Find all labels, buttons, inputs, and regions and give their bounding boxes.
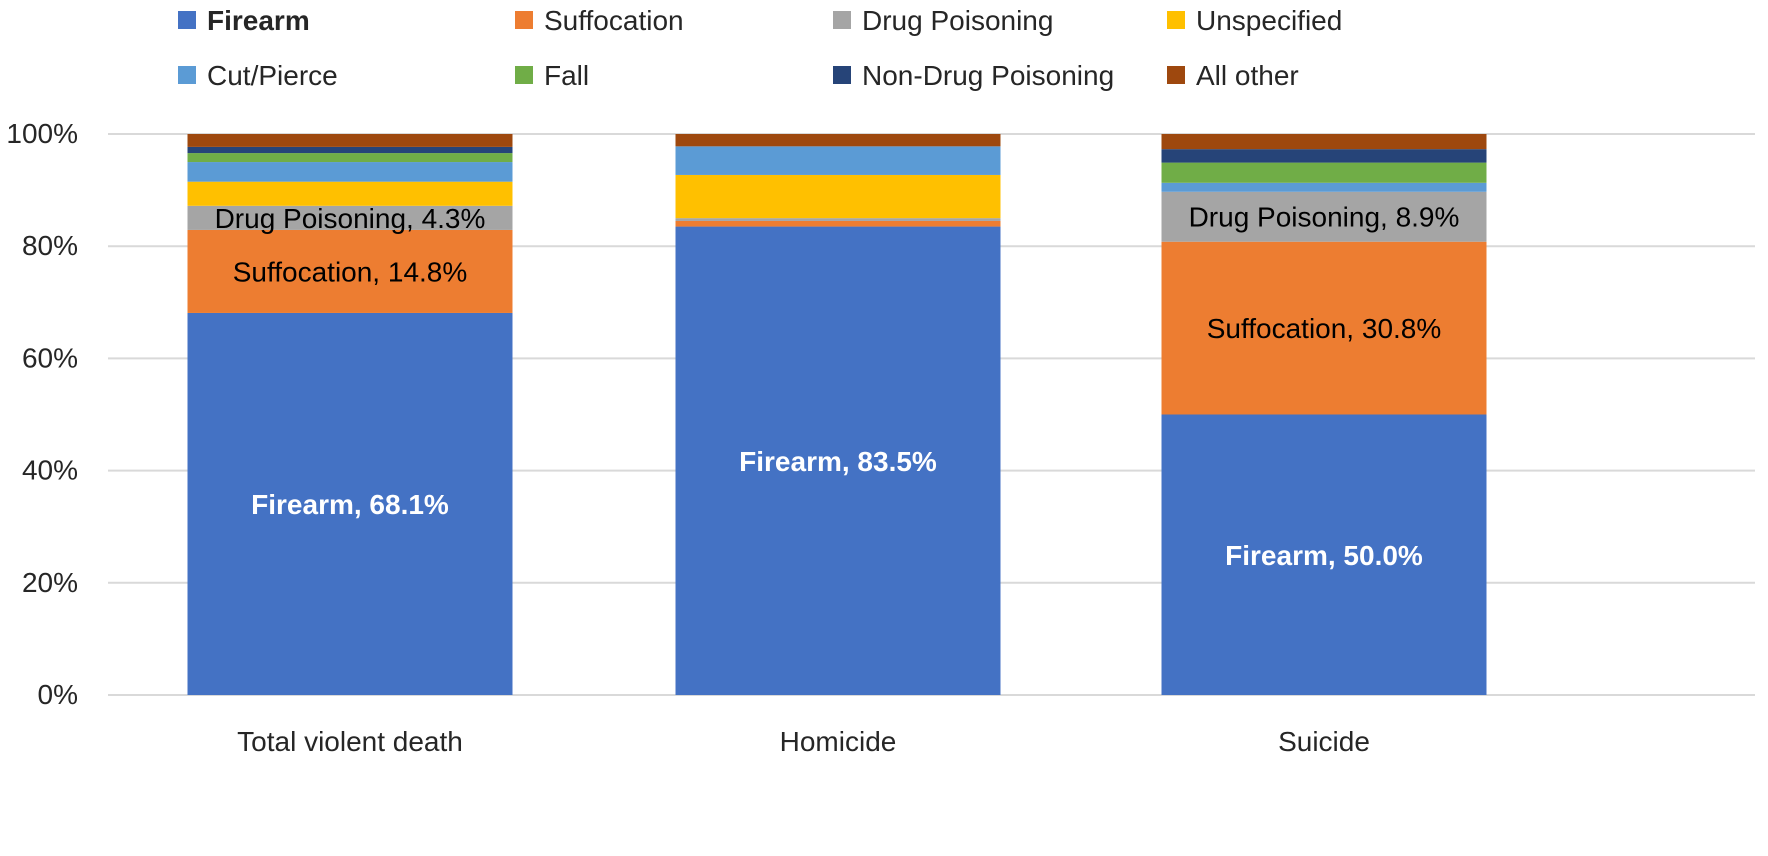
x-tick-label: Total violent death bbox=[237, 726, 463, 757]
bar-segment-homicide-drug-poisoning bbox=[675, 218, 1001, 221]
legend-item-drug-poisoning: Drug Poisoning bbox=[833, 5, 1053, 36]
y-tick-label: 80% bbox=[22, 230, 78, 261]
bar-segment-total-violent-death-all-other bbox=[187, 134, 513, 147]
bar-segment-suicide-non-drug-poisoning bbox=[1161, 149, 1487, 163]
bar-segment-homicide-firearm bbox=[675, 226, 1001, 695]
legend-item-cut-pierce: Cut/Pierce bbox=[178, 60, 338, 91]
legend-swatch bbox=[515, 66, 533, 84]
y-tick-label: 40% bbox=[22, 455, 78, 486]
legend-swatch bbox=[1167, 66, 1185, 84]
legend-item-unspecified: Unspecified bbox=[1167, 5, 1342, 36]
data-label-suicide-suffocation: Suffocation, 30.8% bbox=[1207, 313, 1442, 344]
legend-label: Suffocation bbox=[544, 5, 684, 36]
bar-segment-suicide-cut-pierce bbox=[1161, 182, 1487, 192]
data-label-homicide-firearm: Firearm, 83.5% bbox=[739, 446, 937, 477]
data-label-suicide-firearm: Firearm, 50.0% bbox=[1225, 540, 1423, 571]
bar-segment-total-violent-death-non-drug-poisoning bbox=[187, 146, 513, 154]
legend-swatch bbox=[515, 11, 533, 29]
legend-label: Fall bbox=[544, 60, 589, 91]
x-tick-label: Suicide bbox=[1278, 726, 1370, 757]
bar-segment-suicide-suffocation bbox=[1161, 241, 1487, 415]
legend-swatch bbox=[178, 66, 196, 84]
legend-label: Drug Poisoning bbox=[862, 5, 1053, 36]
y-tick-label: 20% bbox=[22, 567, 78, 598]
bar-segment-suicide-firearm bbox=[1161, 414, 1487, 695]
bar-segment-total-violent-death-suffocation bbox=[187, 229, 513, 313]
bar-segment-suicide-drug-poisoning bbox=[1161, 191, 1487, 242]
x-axis: Total violent death Homicide Suicide bbox=[237, 726, 1370, 757]
bars bbox=[187, 134, 1487, 695]
data-label-total-violent-death-firearm: Firearm, 68.1% bbox=[251, 489, 449, 520]
legend-item-suffocation: Suffocation bbox=[515, 5, 684, 36]
legend-label: Unspecified bbox=[1196, 5, 1342, 36]
data-labels: Firearm, 68.1% Suffocation, 14.8% Drug Poi… bbox=[215, 202, 1460, 571]
legend-item-firearm: Firearm bbox=[178, 5, 310, 36]
legend-swatch bbox=[833, 66, 851, 84]
bar-segment-homicide-suffocation bbox=[675, 220, 1001, 227]
legend-label: Firearm bbox=[207, 5, 310, 36]
bar-segment-homicide-cut-pierce bbox=[675, 146, 1001, 175]
legend-label: Non-Drug Poisoning bbox=[862, 60, 1114, 91]
bar-segment-total-violent-death-fall bbox=[187, 153, 513, 163]
bar-segment-total-violent-death-cut-pierce bbox=[187, 162, 513, 182]
bar-segment-total-violent-death-unspecified bbox=[187, 181, 513, 206]
bar-segment-suicide-all-other bbox=[1161, 134, 1487, 150]
x-tick-label: Homicide bbox=[780, 726, 897, 757]
legend-swatch bbox=[1167, 11, 1185, 29]
data-label-total-violent-death-drug-poisoning: Drug Poisoning, 4.3% bbox=[215, 203, 486, 234]
bar-segment-total-violent-death-drug-poisoning bbox=[187, 205, 513, 230]
bar-segment-total-violent-death-firearm bbox=[187, 312, 513, 695]
legend-item-all-other: All other bbox=[1167, 60, 1299, 91]
data-label-suicide-drug-poisoning: Drug Poisoning, 8.9% bbox=[1189, 202, 1460, 233]
bar-segment-homicide-unspecified bbox=[675, 174, 1001, 219]
bar-segment-homicide-all-other bbox=[675, 134, 1001, 147]
y-axis: 0% 20% 40% 60% 80% 100% bbox=[6, 118, 78, 710]
legend: Firearm Suffocation Drug Poisoning Unspecif… bbox=[178, 5, 1342, 91]
legend-label: Cut/Pierce bbox=[207, 60, 338, 91]
legend-item-fall: Fall bbox=[515, 60, 589, 91]
data-label-total-violent-death-suffocation: Suffocation, 14.8% bbox=[233, 256, 468, 287]
legend-swatch bbox=[833, 11, 851, 29]
y-tick-label: 100% bbox=[6, 118, 78, 149]
legend-item-non-drug-poisoning: Non-Drug Poisoning bbox=[833, 60, 1114, 91]
legend-label: All other bbox=[1196, 60, 1299, 91]
y-tick-label: 60% bbox=[22, 342, 78, 373]
bar-segment-suicide-fall bbox=[1161, 162, 1487, 183]
y-tick-label: 0% bbox=[38, 679, 78, 710]
legend-swatch bbox=[178, 11, 196, 29]
